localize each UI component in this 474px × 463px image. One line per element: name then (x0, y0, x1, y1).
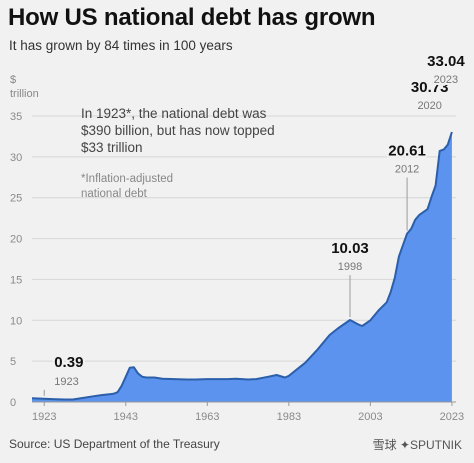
x-tick-label-1923: 1923 (32, 411, 56, 423)
footnote: *Inflation-adjusted national debt (81, 173, 174, 200)
y-tick-label-35: 35 (10, 111, 22, 123)
y-tick-label-5: 5 (10, 356, 16, 368)
watermark: 雪球 ✦SPUTNIK (372, 438, 462, 452)
chart-subtitle: It has grown by 84 times in 100 years (9, 38, 233, 53)
y-tick-label-10: 10 (10, 315, 22, 327)
annotation-value-2023: 33.04 (427, 53, 465, 70)
x-tick-label-2023: 2023 (440, 411, 464, 423)
area-layer (31, 131, 453, 402)
y-tick-label-25: 25 (10, 193, 22, 205)
annotation-year-2020: 2020 (417, 100, 441, 112)
y-axis-label: $ trillion (10, 74, 39, 100)
x-tick-label-1963: 1963 (195, 411, 219, 423)
y-tick-label-20: 20 (10, 234, 22, 246)
chart-title: How US national debt has grown (8, 4, 376, 31)
annotation-value-1923: 0.39 (54, 354, 83, 371)
debt-area (32, 132, 452, 402)
debt-line (31, 131, 453, 401)
annotation-value-2020: 30.73 (411, 79, 449, 96)
y-tick-label-15: 15 (10, 274, 22, 286)
y-tick-label-0: 0 (10, 397, 16, 409)
gridlines (32, 115, 456, 362)
y-tick-label-30: 30 (10, 152, 22, 164)
y-axis-ticks: 0 5 10 15 20 25 30 35 (10, 111, 22, 409)
x-tick-label-1983: 1983 (277, 411, 301, 423)
annotation-value-1998: 10.03 (331, 240, 369, 257)
annotation-year-2012: 2012 (395, 164, 419, 176)
annotation-year-1923: 1923 (54, 376, 78, 388)
source-text: Source: US Department of the Treasury (9, 437, 220, 451)
value-annotations: 0.39 1923 10.03 1998 20.61 2012 30.73 2020 33.04… (43, 51, 467, 396)
x-tick-label-2003: 2003 (358, 411, 382, 423)
x-axis-ticks: 1923 1943 1963 1983 2003 2023 (32, 401, 464, 423)
annotation-year-2023: 2023 (434, 74, 458, 86)
annotation-year-1998: 1998 (338, 261, 362, 273)
x-tick-label-1943: 1943 (114, 411, 138, 423)
annotation-note: In 1923*, the national debt was $390 bil… (81, 106, 275, 155)
annotation-value-2012: 20.61 (388, 143, 426, 160)
